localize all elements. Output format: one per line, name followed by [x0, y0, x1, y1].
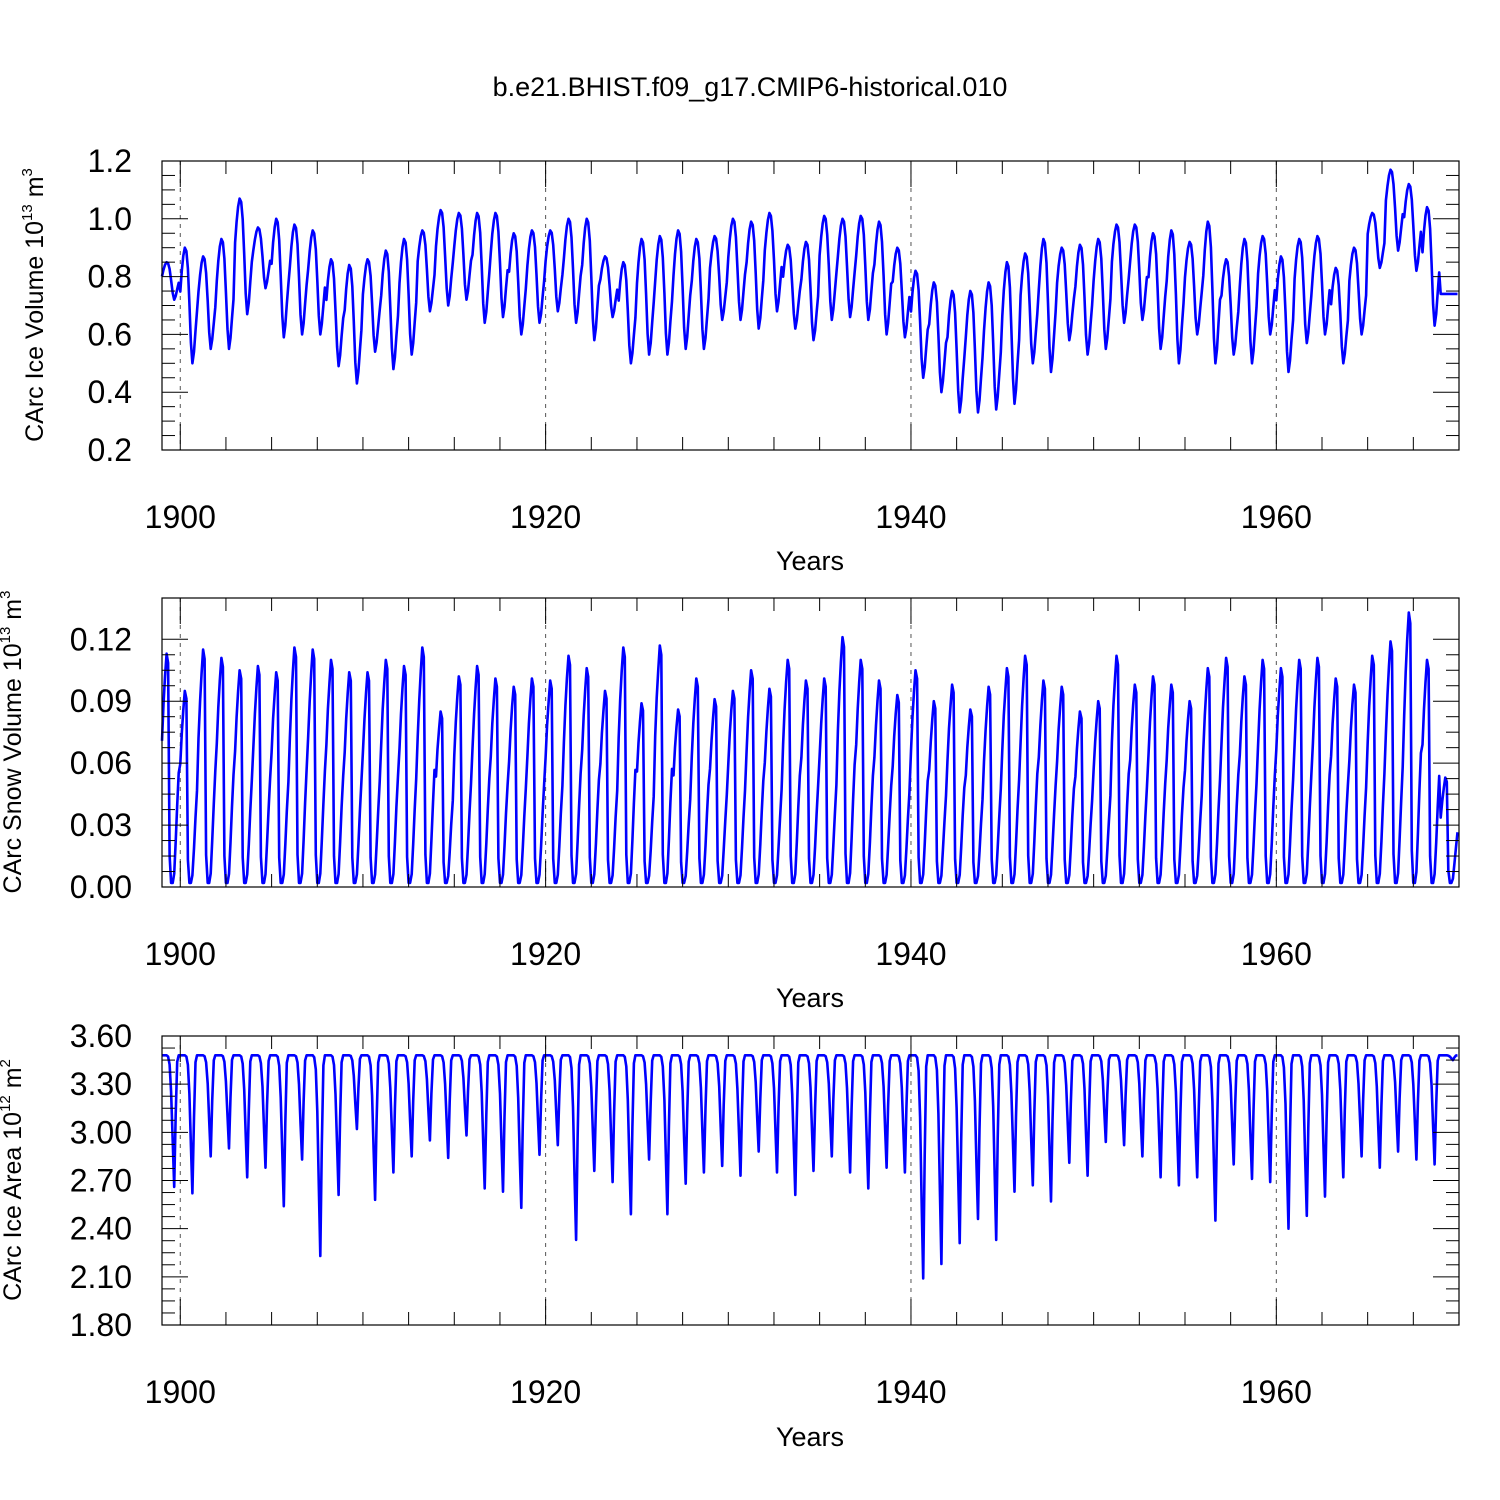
ice-volume-ytick-label: 1.2 — [88, 143, 132, 179]
snow-volume-xtick-label: 1960 — [1241, 936, 1312, 972]
ice-area-ytick-label: 2.10 — [70, 1259, 132, 1295]
snow-volume-xtick-label: 1920 — [510, 936, 581, 972]
ice-volume-ytick-label: 0.8 — [88, 259, 132, 295]
ice-volume-ytick-label: 0.2 — [88, 432, 132, 468]
ice-volume-xlabel: Years — [776, 546, 844, 576]
ice-area-series-line — [162, 1054, 1458, 1280]
ice-area-xtick-label: 1900 — [145, 1374, 216, 1410]
ice-area-xtick-label: 1920 — [510, 1374, 581, 1410]
snow-volume-ylabel: CArc Snow Volume 1013 m3 — [0, 591, 27, 894]
ice-volume-xtick-label: 1960 — [1241, 499, 1312, 535]
snow-volume-ytick-label: 0.00 — [70, 869, 132, 905]
ice-volume-xtick-label: 1940 — [875, 499, 946, 535]
ice-area-ytick-label: 3.60 — [70, 1018, 132, 1054]
snow-volume-xtick-label: 1940 — [875, 936, 946, 972]
snow-volume-series-line — [160, 611, 1459, 885]
ice-area-xlabel: Years — [776, 1422, 844, 1452]
ice-area-ytick-label: 2.40 — [70, 1211, 132, 1247]
figure-title: b.e21.BHIST.f09_g17.CMIP6-historical.010 — [493, 72, 1008, 102]
ice-area-ytick-label: 1.80 — [70, 1307, 132, 1343]
ice-volume-panel: Years CArc Ice Volume 1013 m3 1900 1920 19… — [19, 143, 1460, 576]
snow-volume-ytick-label: 0.03 — [70, 807, 132, 843]
snow-volume-ytick-label: 0.12 — [70, 621, 132, 657]
ice-area-ytick-label: 2.70 — [70, 1163, 132, 1199]
ice-area-ylabel: CArc Ice Area 1012 m2 — [0, 1059, 27, 1301]
ice-area-xtick-label: 1960 — [1241, 1374, 1312, 1410]
ice-area-xtick-label: 1940 — [875, 1374, 946, 1410]
snow-volume-xtick-label: 1900 — [145, 936, 216, 972]
snow-volume-panel: Years CArc Snow Volume 1013 m3 1900 1920 1… — [0, 591, 1460, 1013]
ice-volume-ytick-label: 0.4 — [88, 374, 132, 410]
ice-volume-xtick-label: 1920 — [510, 499, 581, 535]
snow-volume-xlabel: Years — [776, 983, 844, 1013]
ice-area-panel: Years CArc Ice Area 1012 m2 1900 1920 1940… — [0, 1018, 1460, 1452]
ice-volume-xtick-label: 1900 — [145, 499, 216, 535]
ice-volume-ylabel: CArc Ice Volume 1013 m3 — [19, 168, 49, 442]
snow-volume-ytick-label: 0.06 — [70, 745, 132, 781]
ice-volume-series-line — [160, 168, 1458, 414]
snow-volume-ytick-label: 0.09 — [70, 683, 132, 719]
ice-area-ytick-label: 3.30 — [70, 1066, 132, 1102]
ice-volume-ytick-label: 0.6 — [88, 316, 132, 352]
snow-volume-frame — [161, 597, 1460, 888]
ice-volume-ytick-label: 1.0 — [88, 201, 132, 237]
ice-area-ytick-label: 3.00 — [70, 1114, 132, 1150]
